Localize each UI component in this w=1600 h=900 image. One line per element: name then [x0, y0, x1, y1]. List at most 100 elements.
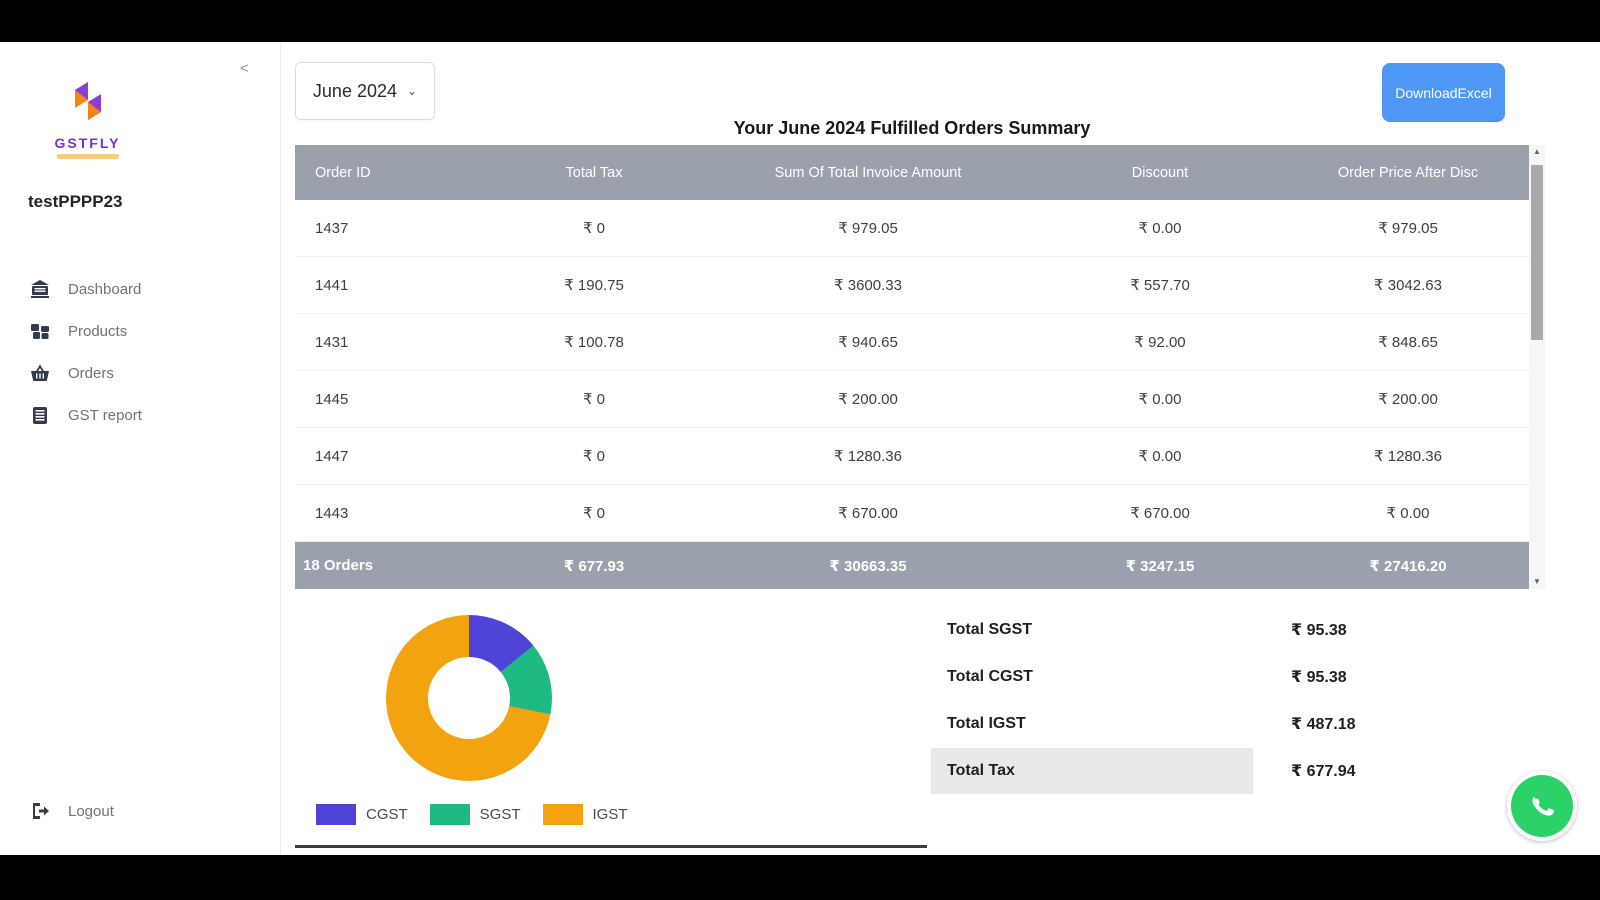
totals-label: Total IGST [947, 715, 1026, 732]
sidebar-item-products[interactable]: Products [0, 310, 280, 352]
totals-value: ₹ 95.38 [1291, 622, 1347, 639]
table-row[interactable]: 1441 ₹ 190.75 ₹ 3600.33 ₹ 557.70 ₹ 3042.… [295, 257, 1529, 314]
cell-order-id: 1443 [315, 504, 349, 522]
legend-label: CGST [366, 806, 408, 823]
table-row[interactable]: 1445 ₹ 0 ₹ 200.00 ₹ 0.00 ₹ 200.00 [295, 371, 1529, 428]
col-header: Discount [1131, 164, 1189, 181]
cell-invoice-amount: ₹ 3600.33 [834, 277, 902, 294]
month-select-value: June 2024 [312, 80, 397, 101]
cell-order-id: 1437 [315, 219, 349, 237]
cell-price-after-disc: ₹ 979.05 [1378, 220, 1438, 237]
table-scrollbar[interactable]: ▲ ▼ [1529, 145, 1545, 589]
orders-summary-table: Order ID Total Tax Sum Of Total Invoice … [295, 145, 1545, 589]
col-header: Order ID [315, 164, 371, 181]
igst-swatch [542, 804, 583, 825]
cell-order-id: 1431 [315, 333, 349, 351]
basket-icon [31, 365, 49, 381]
table-header-row: Order ID Total Tax Sum Of Total Invoice … [295, 145, 1529, 200]
cell-price-after-disc: ₹ 200.00 [1378, 391, 1438, 408]
totals-label: Total CGST [947, 668, 1033, 685]
whatsapp-icon [1511, 775, 1573, 837]
app-window: < GSTFLY testPPPP23 Dashboard [0, 42, 1600, 855]
sidebar: < GSTFLY testPPPP23 Dashboard [0, 42, 281, 855]
totals-label: Total Tax [931, 748, 1253, 794]
bank-icon [31, 280, 49, 298]
totals-label: Total SGST [947, 621, 1033, 638]
table-row[interactable]: 1443 ₹ 0 ₹ 670.00 ₹ 670.00 ₹ 0.00 [295, 485, 1529, 542]
section-divider [295, 845, 927, 848]
scrollbar-thumb[interactable] [1531, 165, 1543, 340]
footer-order-count: 18 Orders [303, 557, 374, 574]
tax-donut-chart [386, 615, 552, 781]
cell-invoice-amount: ₹ 670.00 [838, 505, 898, 522]
col-header: Order Price After Disc [1337, 164, 1479, 181]
sgst-swatch [429, 804, 470, 825]
logout-row: Logout [0, 790, 280, 832]
cell-discount: ₹ 0.00 [1138, 220, 1182, 237]
cell-discount: ₹ 92.00 [1134, 334, 1186, 351]
sidebar-collapse-icon[interactable]: < [240, 60, 249, 77]
scroll-up-icon[interactable]: ▲ [1533, 147, 1541, 156]
cell-discount: ₹ 0.00 [1138, 391, 1182, 408]
footer-price-after-disc: ₹ 27416.20 [1369, 557, 1447, 575]
download-excel-button[interactable]: DownloadExcel [1382, 63, 1505, 122]
totals-row-igst: Total IGST ₹ 487.18 [931, 701, 1551, 747]
whatsapp-button[interactable] [1507, 771, 1577, 841]
cell-total-tax: ₹ 190.75 [564, 277, 624, 294]
sidebar-item-label: GST report [68, 406, 142, 424]
username-label: testPPPP23 [28, 192, 123, 211]
legend-label: SGST [479, 806, 521, 823]
legend-label: IGST [592, 806, 628, 823]
totals-row-total-tax: Total Tax ₹ 677.94 [931, 748, 1551, 794]
cell-invoice-amount: ₹ 200.00 [838, 391, 898, 408]
cell-order-id: 1447 [315, 447, 349, 465]
legend-item-cgst: CGST [316, 804, 408, 825]
table-row[interactable]: 1447 ₹ 0 ₹ 1280.36 ₹ 0.00 ₹ 1280.36 [295, 428, 1529, 485]
col-header: Total Tax [565, 164, 623, 181]
brand-tagline [56, 154, 119, 159]
logout-button[interactable]: Logout [0, 790, 280, 832]
cell-discount: ₹ 670.00 [1130, 505, 1190, 522]
sidebar-item-orders[interactable]: Orders [0, 352, 280, 394]
sidebar-item-label: Orders [68, 364, 114, 382]
brand-logo: GSTFLY [0, 74, 175, 159]
footer-total-tax: ₹ 677.93 [563, 557, 625, 575]
totals-row-cgst: Total CGST ₹ 95.38 [931, 654, 1551, 700]
cgst-swatch [316, 804, 356, 825]
cell-total-tax: ₹ 0 [582, 391, 606, 408]
cell-order-id: 1441 [315, 276, 349, 294]
clipboard-icon [33, 407, 47, 424]
table-row[interactable]: 1431 ₹ 100.78 ₹ 940.65 ₹ 92.00 ₹ 848.65 [295, 314, 1529, 371]
totals-value: ₹ 677.94 [1291, 763, 1356, 780]
footer-discount: ₹ 3247.15 [1125, 557, 1195, 575]
sidebar-item-label: Products [68, 322, 128, 340]
logout-icon [33, 803, 49, 819]
totals-value: ₹ 95.38 [1291, 669, 1347, 686]
cell-invoice-amount: ₹ 1280.36 [834, 448, 902, 465]
sidebar-item-dashboard[interactable]: Dashboard [0, 268, 280, 310]
cell-discount: ₹ 0.00 [1138, 448, 1182, 465]
products-icon [31, 324, 49, 339]
cell-discount: ₹ 557.70 [1130, 277, 1190, 294]
month-select[interactable]: June 2024 ⌄ [295, 62, 435, 120]
table-footer-row: 18 Orders ₹ 677.93 ₹ 30663.35 ₹ 3247.15 … [295, 542, 1529, 589]
sidebar-menu: Dashboard Products Orders [0, 268, 280, 436]
chevron-down-icon: ⌄ [407, 84, 418, 98]
legend-item-sgst: SGST [429, 804, 521, 825]
logout-label: Logout [68, 802, 114, 820]
cell-price-after-disc: ₹ 3042.63 [1374, 277, 1442, 294]
cell-total-tax: ₹ 0 [582, 220, 606, 237]
totals-value: ₹ 487.18 [1291, 716, 1356, 733]
cell-total-tax: ₹ 0 [582, 505, 606, 522]
sidebar-item-gst-report[interactable]: GST report [0, 394, 280, 436]
cell-invoice-amount: ₹ 979.05 [838, 220, 898, 237]
footer-invoice-amount: ₹ 30663.35 [829, 557, 907, 575]
cell-total-tax: ₹ 0 [582, 448, 606, 465]
table-row[interactable]: 1437 ₹ 0 ₹ 979.05 ₹ 0.00 ₹ 979.05 [295, 200, 1529, 257]
cell-price-after-disc: ₹ 1280.36 [1374, 448, 1442, 465]
totals-row-sgst: Total SGST ₹ 95.38 [931, 607, 1551, 653]
scroll-down-icon[interactable]: ▼ [1533, 577, 1541, 586]
cell-price-after-disc: ₹ 0.00 [1386, 505, 1430, 522]
gstfly-logo-icon [74, 82, 101, 120]
sidebar-item-label: Dashboard [68, 280, 142, 298]
